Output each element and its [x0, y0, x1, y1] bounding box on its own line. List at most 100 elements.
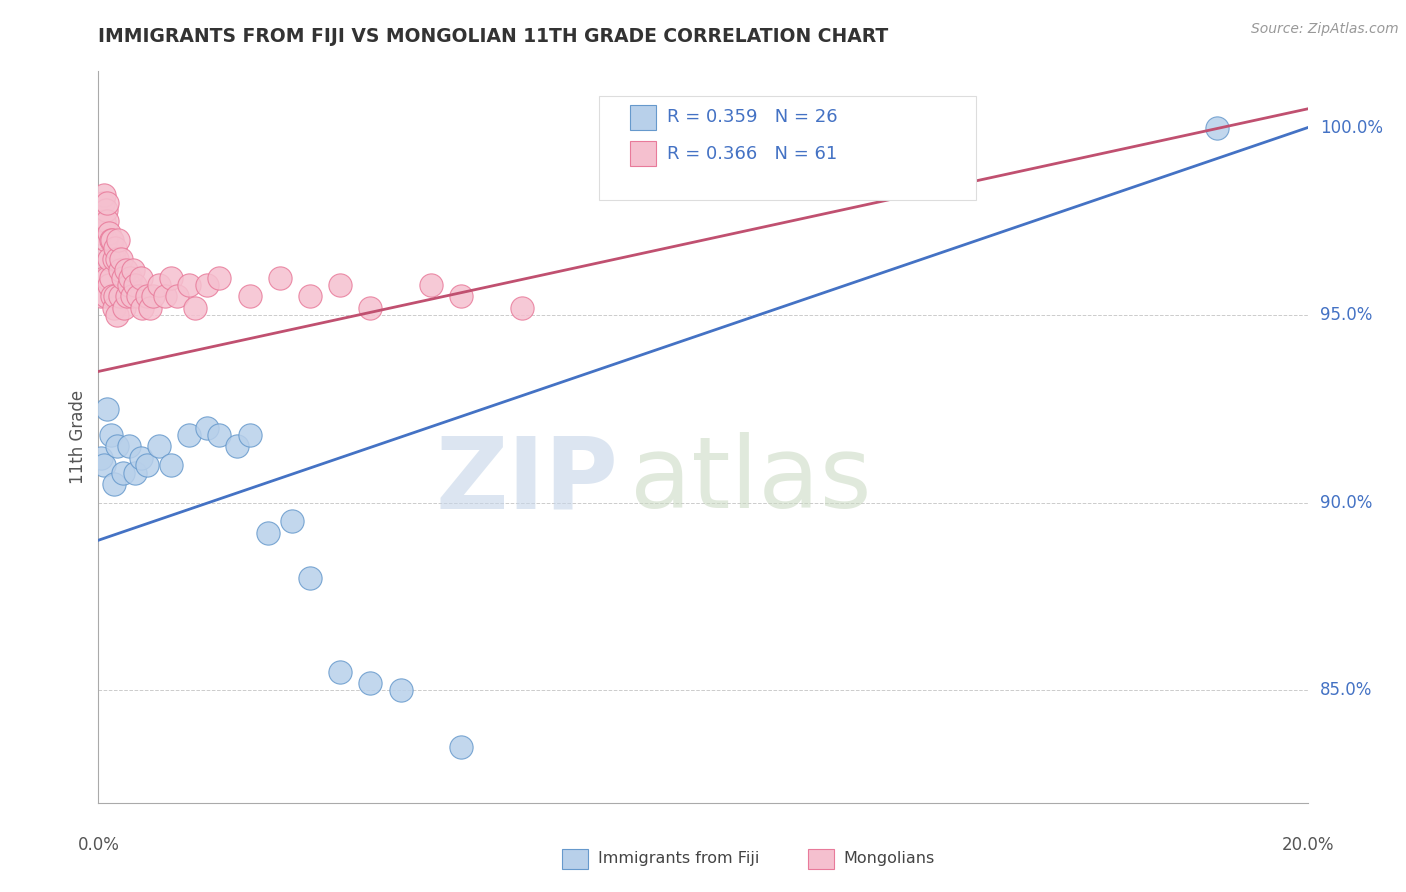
- Point: [1206, 120, 1229, 135]
- Point: [208, 428, 231, 442]
- Point: [93, 458, 115, 473]
- Text: 20.0%: 20.0%: [1281, 836, 1334, 854]
- Point: [94, 289, 117, 303]
- Point: [117, 289, 139, 303]
- Point: [100, 233, 122, 247]
- Point: [118, 440, 141, 454]
- Point: [166, 289, 188, 303]
- Point: [93, 214, 115, 228]
- Point: [112, 301, 135, 315]
- Point: [100, 270, 122, 285]
- Point: [329, 665, 352, 679]
- Point: [110, 252, 132, 266]
- Point: [107, 233, 129, 247]
- Point: [256, 525, 278, 540]
- Point: [239, 289, 262, 303]
- Point: [160, 458, 183, 473]
- Point: [510, 301, 533, 315]
- Point: [129, 270, 152, 285]
- Text: 0.0%: 0.0%: [77, 836, 120, 854]
- Point: [105, 252, 128, 266]
- Point: [100, 428, 122, 442]
- Point: [118, 270, 141, 285]
- Text: 95.0%: 95.0%: [1320, 306, 1372, 324]
- Point: [103, 252, 125, 266]
- Point: [148, 278, 170, 293]
- Point: [160, 270, 183, 285]
- Point: [124, 278, 146, 293]
- Point: [118, 278, 141, 293]
- Point: [153, 289, 176, 303]
- Point: [450, 289, 472, 303]
- Text: Source: ZipAtlas.com: Source: ZipAtlas.com: [1251, 22, 1399, 37]
- Point: [299, 289, 322, 303]
- Point: [96, 270, 118, 285]
- Point: [91, 252, 114, 266]
- Point: [108, 263, 131, 277]
- Text: 85.0%: 85.0%: [1320, 681, 1372, 699]
- Point: [239, 428, 262, 442]
- Point: [96, 195, 118, 210]
- Point: [96, 214, 118, 228]
- Point: [179, 428, 201, 442]
- Point: [135, 289, 157, 303]
- Text: R = 0.366   N = 61: R = 0.366 N = 61: [666, 145, 837, 163]
- Point: [142, 289, 165, 303]
- Point: [100, 233, 122, 247]
- Point: [389, 683, 412, 698]
- Point: [90, 450, 112, 465]
- Point: [121, 289, 143, 303]
- Point: [208, 270, 231, 285]
- Point: [90, 226, 112, 240]
- Point: [104, 241, 127, 255]
- Point: [269, 270, 291, 285]
- Point: [329, 278, 352, 293]
- Point: [131, 301, 153, 315]
- Point: [104, 289, 127, 303]
- Point: [179, 278, 201, 293]
- Point: [226, 440, 249, 454]
- Text: ZIP: ZIP: [436, 433, 619, 530]
- Point: [111, 466, 134, 480]
- Point: [105, 440, 128, 454]
- Point: [127, 289, 149, 303]
- Point: [450, 739, 472, 754]
- Text: atlas: atlas: [630, 433, 872, 530]
- Point: [93, 188, 115, 202]
- Point: [111, 270, 134, 285]
- Point: [420, 278, 443, 293]
- Text: IMMIGRANTS FROM FIJI VS MONGOLIAN 11TH GRADE CORRELATION CHART: IMMIGRANTS FROM FIJI VS MONGOLIAN 11TH G…: [98, 27, 889, 45]
- Point: [114, 263, 136, 277]
- Point: [100, 289, 122, 303]
- Point: [90, 289, 112, 303]
- Point: [103, 301, 125, 315]
- Point: [281, 515, 304, 529]
- Text: Immigrants from Fiji: Immigrants from Fiji: [598, 852, 759, 866]
- Text: R = 0.359   N = 26: R = 0.359 N = 26: [666, 109, 838, 127]
- Point: [122, 263, 145, 277]
- Point: [184, 301, 207, 315]
- Point: [94, 233, 117, 247]
- Point: [91, 195, 114, 210]
- Point: [93, 270, 115, 285]
- Point: [360, 675, 382, 690]
- Point: [105, 308, 128, 322]
- Point: [135, 458, 157, 473]
- Point: [103, 477, 125, 491]
- Point: [108, 289, 131, 303]
- Point: [195, 278, 218, 293]
- Point: [299, 571, 322, 585]
- Point: [124, 466, 146, 480]
- Point: [96, 401, 118, 416]
- Point: [139, 301, 162, 315]
- Point: [97, 226, 120, 240]
- Text: Mongolians: Mongolians: [844, 852, 935, 866]
- Point: [148, 440, 170, 454]
- Point: [360, 301, 382, 315]
- Point: [96, 203, 118, 218]
- Point: [98, 278, 121, 293]
- Point: [195, 420, 218, 434]
- Point: [129, 450, 152, 465]
- Point: [98, 252, 121, 266]
- Y-axis label: 11th Grade: 11th Grade: [69, 390, 87, 484]
